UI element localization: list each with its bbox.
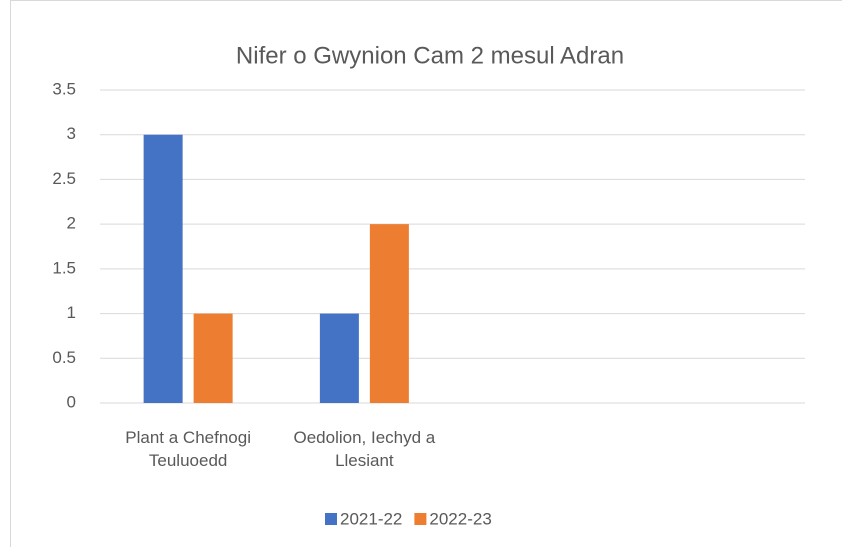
y-tick-label: 0 [67, 392, 76, 411]
y-tick-label: 1 [67, 303, 76, 322]
y-tick-label: 3 [67, 124, 76, 143]
chart-border [10, 0, 842, 547]
y-tick-label: 1.5 [52, 258, 76, 277]
legend-label: 2022-23 [429, 509, 491, 528]
legend-label: 2021-22 [340, 509, 402, 528]
legend-swatch [325, 513, 337, 525]
x-tick-label: Plant a Chefnogi Teuluoedd [125, 428, 251, 470]
bar [193, 313, 233, 403]
legend-swatch [414, 513, 427, 525]
chart-title: Nifer o Gwynion Cam 2 mesul Adran [236, 42, 624, 69]
y-tick-label: 3.5 [52, 79, 76, 98]
y-tick-label: 0.5 [52, 348, 76, 367]
bar [319, 313, 359, 403]
bar [143, 134, 183, 403]
x-tick-label: Oedolion, Iechyd a Llesiant [293, 428, 436, 470]
y-tick-label: 2.5 [52, 169, 76, 188]
y-tick-label: 2 [67, 214, 76, 233]
bar [369, 224, 409, 403]
